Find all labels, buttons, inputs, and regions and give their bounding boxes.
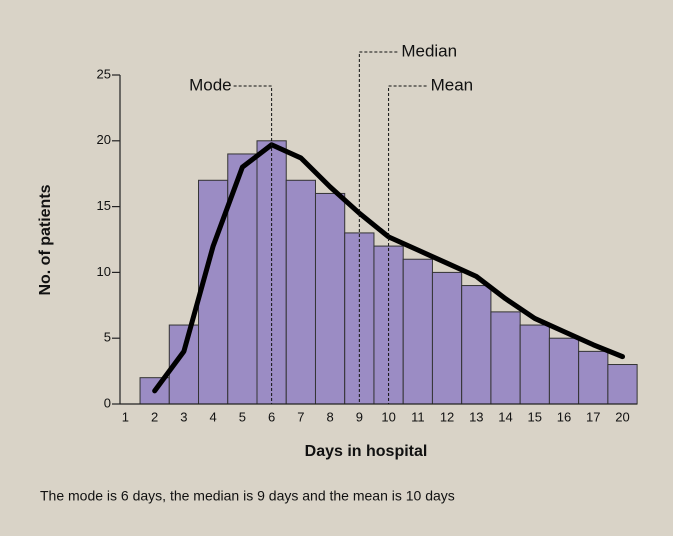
bar [548, 337, 580, 405]
annotation-label: Mean [431, 75, 474, 94]
x-tick-label: 16 [557, 409, 571, 424]
x-tick-label: 20 [615, 409, 629, 424]
bar [490, 311, 521, 405]
bar [402, 258, 433, 405]
x-axis-label: Days in hospital [305, 443, 428, 460]
x-tick-label: 11 [411, 409, 425, 424]
x-tick-label: 1 [122, 409, 129, 424]
x-tick-label: 13 [469, 409, 483, 424]
x-tick-label: 9 [356, 409, 363, 424]
y-tick-label: 20 [97, 132, 111, 147]
y-tick-label: 0 [104, 395, 111, 410]
annotation-label: Median [401, 41, 457, 60]
bar [344, 232, 375, 405]
x-tick-label: 7 [297, 409, 304, 424]
x-tick-label: 2 [151, 409, 158, 424]
bar [285, 179, 316, 405]
bar [461, 285, 492, 405]
x-tick-label: 5 [239, 409, 246, 424]
curve [152, 142, 625, 394]
x-tick-label: 3 [180, 409, 187, 424]
y-tick-label: 15 [97, 198, 111, 213]
annotation-label: Mode [189, 75, 232, 94]
bar [314, 192, 346, 405]
y-axis-label: No. of patients [37, 184, 54, 295]
x-tick-label: 15 [528, 409, 542, 424]
x-tick-label: 12 [440, 409, 454, 424]
bar [607, 364, 638, 405]
annotation-line [233, 85, 273, 404]
x-tick-label: 14 [498, 409, 512, 424]
annotation-line [388, 85, 427, 404]
x-tick-label: 6 [268, 409, 275, 424]
y-tick-label: 10 [97, 264, 111, 279]
bar [519, 324, 550, 405]
x-tick-label: 4 [210, 409, 217, 424]
x-tick-label: 10 [381, 409, 395, 424]
x-tick-label: 8 [326, 409, 333, 424]
y-tick-label: 5 [104, 330, 111, 345]
annotation-line [358, 51, 398, 404]
bar [431, 271, 463, 405]
x-tick-label: 17 [586, 409, 600, 424]
caption: The mode is 6 days, the median is 9 days… [40, 488, 455, 504]
bar [578, 350, 609, 405]
y-tick-label: 25 [97, 66, 111, 81]
